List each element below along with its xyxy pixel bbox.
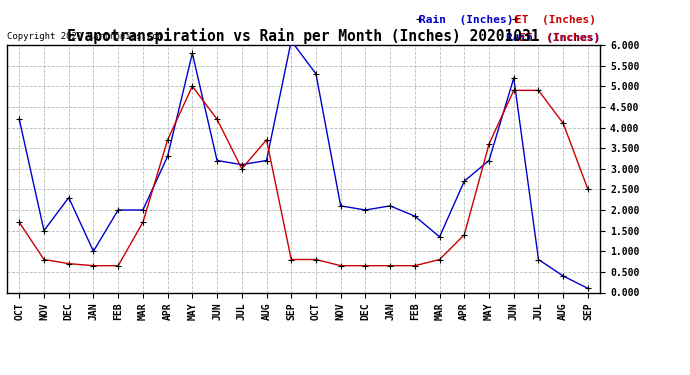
Title: Evapotranspiration vs Rain per Month (Inches) 20201031: Evapotranspiration vs Rain per Month (In… <box>68 28 540 44</box>
Text: Copyright 2020 Cartronics.com: Copyright 2020 Cartronics.com <box>7 32 163 41</box>
Text: Rain  (Inches): Rain (Inches) <box>506 33 600 42</box>
Legend: Rain  (Inches), ET  (Inches): Rain (Inches), ET (Inches) <box>415 10 600 29</box>
Text: ET  (Inches): ET (Inches) <box>520 33 600 42</box>
